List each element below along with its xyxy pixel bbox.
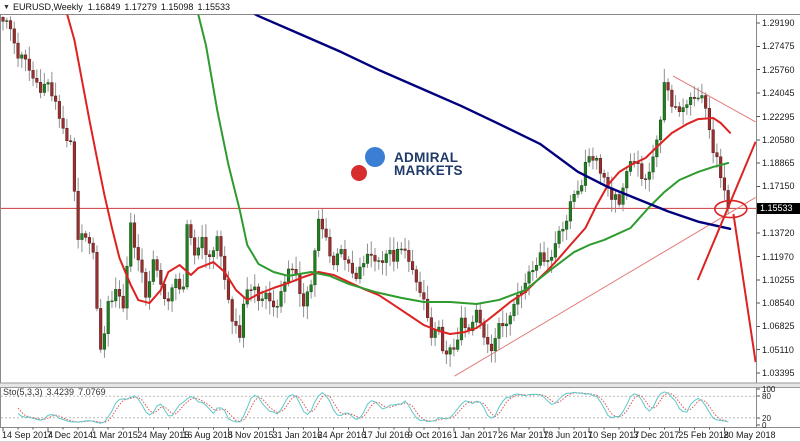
ohlc-high: 1.17279 — [124, 2, 157, 12]
logo-blue-dot-icon — [365, 147, 385, 167]
date-axis-label: 16 Aug 2015 — [182, 430, 233, 440]
date-axis-label: 14 Sep 2014 — [2, 430, 54, 440]
indicator-d-value: 7.0769 — [78, 387, 106, 397]
price-axis[interactable]: 1.29190 1.27475 1.25760 1.24045 1.22295 1.205… — [757, 14, 800, 427]
logo-red-dot-icon — [351, 165, 367, 181]
date-axis-label: 24 May 2015 — [137, 430, 190, 440]
date-axis-label: 25 Feb 2018 — [678, 430, 729, 440]
indicator-label: Sto(5,3,3) 3.4239 7.0769 — [3, 387, 110, 397]
price-axis-label: 1.10255 — [762, 274, 795, 285]
chart-title: ▼ EURUSD,Weekly 1.16849 1.17279 1.15098 1.155… — [3, 2, 234, 12]
price-axis-label: 1.18865 — [762, 158, 795, 169]
date-axis[interactable]: 14 Sep 2014 7 Dec 2014 1 Mar 2015 24 May 20… — [0, 428, 775, 442]
admiral-markets-logo: ADMIRAL MARKETS — [350, 146, 463, 183]
indicator-name: Sto(5,3,3) — [3, 387, 43, 397]
date-axis-label: 10 Sep 2017 — [588, 430, 640, 440]
price-axis-label: 1.22295 — [762, 111, 795, 122]
price-axis-label: 1.13720 — [762, 227, 795, 238]
indicator-axis-label: 100 — [762, 385, 776, 394]
window-separator[interactable] — [0, 382, 800, 388]
price-axis-label: 1.24045 — [762, 87, 795, 98]
price-axis-label: 1.11970 — [762, 251, 794, 262]
date-axis-label: 9 Oct 2016 — [407, 430, 452, 440]
date-axis-label: 7 Dec 2014 — [47, 430, 94, 440]
date-axis-label: 8 Nov 2015 — [227, 430, 274, 440]
price-axis-label: 1.17150 — [762, 181, 795, 192]
indicator-axis-label: 20 — [762, 413, 771, 423]
indicator-axis-label: 80 — [762, 392, 771, 402]
date-axis-label: 24 Apr 2016 — [317, 430, 367, 440]
date-axis-label: 1 Mar 2015 — [92, 430, 138, 440]
symbol-timeframe: EURUSD,Weekly — [12, 2, 83, 12]
indicator-axis-label: 0 — [762, 421, 767, 430]
ohlc-low: 1.15098 — [160, 2, 194, 12]
date-axis-label: 31 Jan 2016 — [272, 430, 323, 440]
logo-line2: MARKETS — [394, 162, 463, 178]
logo-line1: ADMIRAL — [394, 150, 459, 165]
date-axis-label: 20 May 2018 — [723, 430, 776, 440]
price-axis-label: 1.27475 — [762, 41, 795, 52]
indicator-k-value: 3.4239 — [46, 387, 75, 397]
date-axis-label: 1 Jan 2017 — [452, 430, 498, 440]
date-axis-label: 26 Mar 2017 — [497, 430, 549, 440]
price-axis-label: 1.06825 — [762, 321, 795, 332]
price-axis-label: 1.08540 — [762, 298, 795, 309]
price-axis-label: 1.20580 — [762, 134, 795, 145]
chart-marker-icon: ▼ — [3, 4, 10, 11]
current-price-tag: 1.15533 — [757, 202, 800, 214]
indicator-axis[interactable]: 100 80 20 0 — [757, 14, 800, 430]
logo-mark-icon — [350, 146, 387, 183]
date-axis-label: 17 Jul 2016 — [362, 430, 410, 440]
price-axis-label: 1.03395 — [762, 368, 795, 378]
price-axis-label: 1.29190 — [762, 18, 795, 28]
ohlc-close: 1.15533 — [197, 2, 230, 12]
date-axis-label: 18 Jun 2017 — [543, 430, 593, 440]
logo-text: ADMIRAL MARKETS — [394, 150, 463, 178]
date-axis-label: 3 Dec 2017 — [633, 430, 680, 440]
ohlc-open: 1.16849 — [87, 2, 121, 12]
price-axis-label: 1.25760 — [762, 64, 795, 75]
price-axis-label: 1.05110 — [762, 344, 794, 355]
